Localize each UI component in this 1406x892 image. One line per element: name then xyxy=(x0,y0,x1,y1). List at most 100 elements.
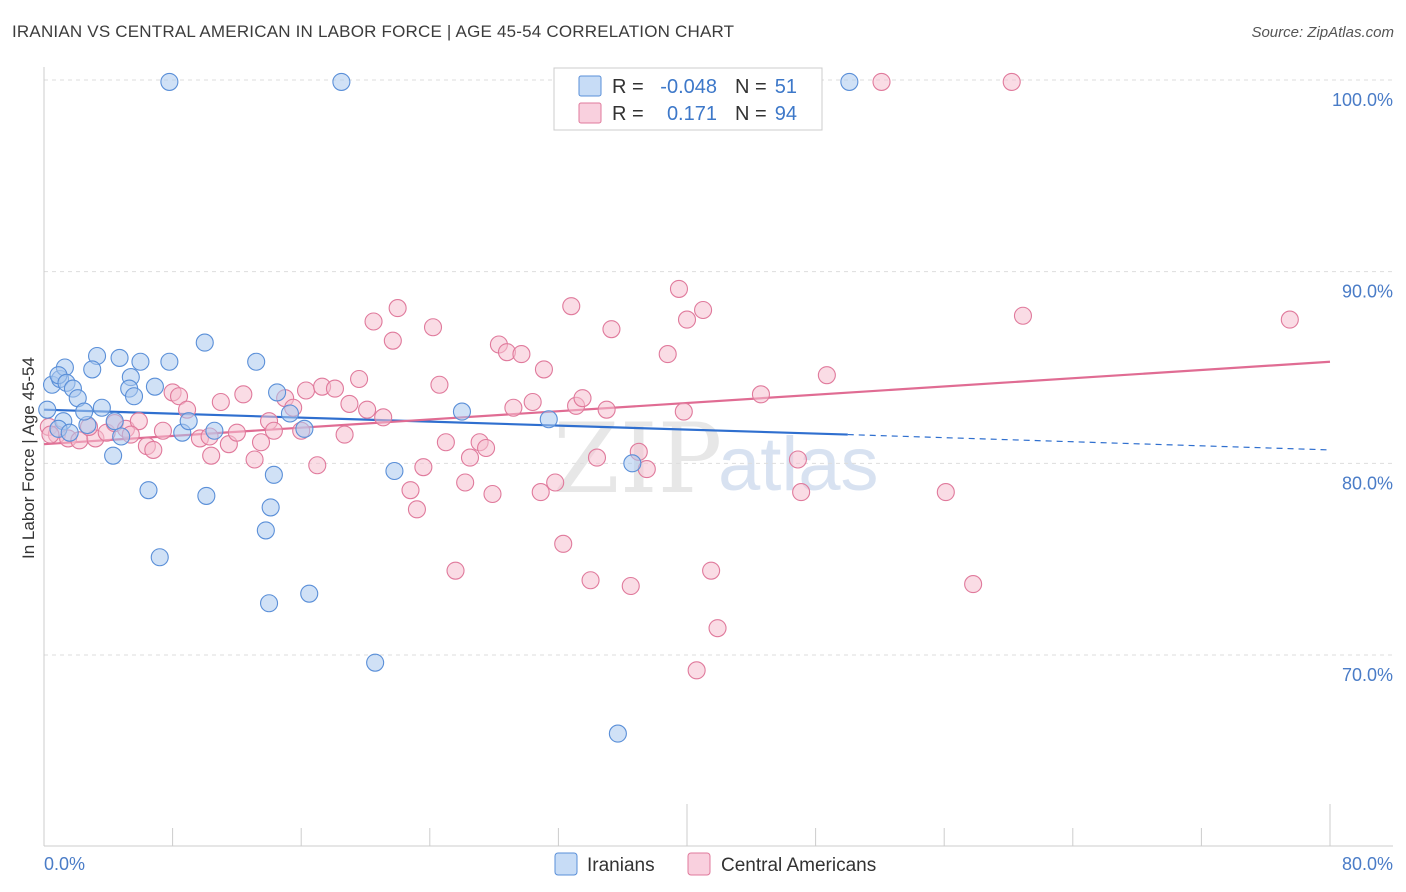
point-iranians-9 xyxy=(110,348,129,367)
point-iranians-15 xyxy=(124,387,144,406)
point-iranians-10 xyxy=(131,352,150,371)
point-iranians-34 xyxy=(256,521,275,540)
point-iranians-39 xyxy=(385,461,404,481)
legend-n-label-2: N = xyxy=(735,103,767,125)
point-central-americans-47 xyxy=(446,561,465,580)
x-tick-label-min: 0.0% xyxy=(44,854,85,874)
point-central-americans-79 xyxy=(687,661,706,680)
point-iranians-35 xyxy=(264,465,283,484)
point-central-americans-78 xyxy=(708,619,727,638)
bottom-legend-swatch-iranians xyxy=(554,852,578,876)
point-central-americans-32 xyxy=(325,379,345,398)
trend-line-central-americans xyxy=(43,360,1331,446)
point-iranians-23 xyxy=(195,333,214,352)
point-iranians-44 xyxy=(608,724,627,743)
legend-r-label-1: R = xyxy=(612,76,644,98)
point-central-americans-43 xyxy=(414,458,433,477)
point-central-americans-36 xyxy=(358,400,377,419)
point-iranians-16 xyxy=(92,398,111,417)
point-central-americans-81 xyxy=(788,450,807,469)
point-central-americans-23 xyxy=(251,433,271,452)
bottom-legend-label-central-americans: Central Americans xyxy=(721,855,876,876)
point-central-americans-22 xyxy=(245,450,264,469)
point-iranians-42 xyxy=(539,410,558,429)
point-central-americans-69 xyxy=(621,576,640,596)
point-central-americans-57 xyxy=(523,392,542,412)
point-central-americans-64 xyxy=(573,389,592,408)
point-iranians-25 xyxy=(268,383,287,402)
point-central-americans-77 xyxy=(702,561,721,580)
point-central-americans-83 xyxy=(817,366,836,385)
point-central-americans-68 xyxy=(602,320,621,339)
point-iranians-38 xyxy=(300,584,319,603)
point-central-americans-88 xyxy=(872,72,891,91)
y-tick-labels: 70.0% 80.0% 90.0% 100.0% xyxy=(1332,90,1393,685)
trend-lines xyxy=(43,360,1331,451)
point-central-americans-86 xyxy=(1013,306,1033,325)
point-iranians-48 xyxy=(38,400,57,419)
legend-n-value-iranians: 51 xyxy=(775,76,797,98)
point-central-americans-21 xyxy=(234,385,253,404)
legend-n-label-1: N = xyxy=(735,76,767,98)
point-central-americans-35 xyxy=(350,369,369,389)
point-iranians-31 xyxy=(139,481,158,500)
point-iranians-45 xyxy=(160,72,179,91)
x-tick-label-max: 80.0% xyxy=(1342,854,1393,874)
point-central-americans-74 xyxy=(674,402,693,421)
legend-swatch-central-americans xyxy=(578,102,602,124)
point-central-americans-85 xyxy=(964,575,983,594)
point-central-americans-48 xyxy=(456,473,475,492)
y-tick-label-80: 80.0% xyxy=(1342,473,1393,493)
point-iranians-17 xyxy=(105,412,124,431)
trend-line-iranians-extension xyxy=(847,433,1331,451)
point-iranians-41 xyxy=(452,402,472,421)
point-central-americans-30 xyxy=(308,456,327,475)
point-iranians-33 xyxy=(261,498,280,517)
point-central-americans-44 xyxy=(423,318,443,337)
point-central-americans-62 xyxy=(562,297,581,316)
point-central-americans-66 xyxy=(587,448,607,467)
point-iranians-43 xyxy=(623,454,642,473)
point-iranians-14 xyxy=(145,377,164,396)
point-central-americans-39 xyxy=(383,331,402,350)
bottom-legend-swatch-central-americans xyxy=(687,852,711,876)
point-iranians-32 xyxy=(197,486,216,505)
legend-r-label-2: R = xyxy=(612,103,644,125)
axes xyxy=(43,67,1393,847)
point-central-americans-37 xyxy=(374,408,393,427)
point-central-americans-72 xyxy=(658,345,677,364)
chart-title: IRANIAN VS CENTRAL AMERICAN IN LABOR FOR… xyxy=(12,22,735,41)
point-iranians-27 xyxy=(205,421,224,440)
legend-r-value-iranians: -0.048 xyxy=(660,76,717,98)
point-iranians-46 xyxy=(332,72,351,91)
point-central-americans-41 xyxy=(401,481,420,500)
point-iranians-37 xyxy=(259,594,279,613)
point-central-americans-25 xyxy=(264,421,283,440)
point-central-americans-46 xyxy=(436,433,455,452)
point-central-americans-38 xyxy=(364,312,383,331)
legend-swatch-iranians xyxy=(578,75,602,97)
point-central-americans-67 xyxy=(597,400,616,419)
point-central-americans-80 xyxy=(751,385,770,404)
point-iranians-47 xyxy=(840,72,859,91)
point-iranians-29 xyxy=(295,419,314,438)
legend-r-value-central-americans: 0.171 xyxy=(667,103,717,125)
point-central-americans-45 xyxy=(430,375,449,394)
point-central-americans-51 xyxy=(477,438,496,458)
point-central-americans-73 xyxy=(669,279,689,298)
y-tick-label-90: 90.0% xyxy=(1342,282,1393,302)
point-iranians-20 xyxy=(112,427,131,446)
point-central-americans-84 xyxy=(936,483,955,502)
point-iranians-28 xyxy=(280,404,299,423)
point-central-americans-76 xyxy=(694,300,713,320)
point-central-americans-65 xyxy=(581,571,600,590)
point-central-americans-56 xyxy=(512,345,531,364)
point-central-americans-10 xyxy=(144,440,163,459)
point-central-americans-55 xyxy=(504,398,523,417)
data-points xyxy=(38,72,1299,743)
point-central-americans-20 xyxy=(227,423,246,442)
point-iranians-24 xyxy=(247,352,266,371)
y-tick-label-100: 100.0% xyxy=(1332,90,1393,110)
point-central-americans-33 xyxy=(335,425,354,444)
